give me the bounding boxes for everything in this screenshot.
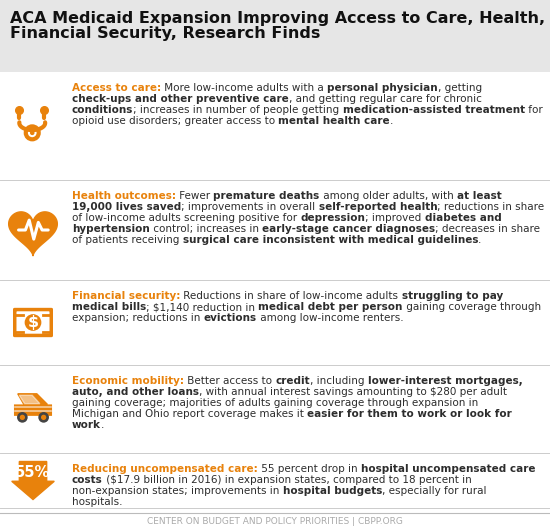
- Text: opioid use disorders; greater access to: opioid use disorders; greater access to: [72, 116, 278, 126]
- Text: , including: , including: [310, 376, 367, 386]
- Text: at least: at least: [456, 191, 502, 201]
- Text: for: for: [525, 105, 543, 115]
- Text: Reducing uncompensated care:: Reducing uncompensated care:: [72, 464, 258, 474]
- Circle shape: [30, 130, 35, 135]
- Text: of low-income adults screening positive for: of low-income adults screening positive …: [72, 213, 300, 223]
- Polygon shape: [19, 395, 40, 404]
- FancyBboxPatch shape: [15, 309, 51, 335]
- Text: evictions: evictions: [204, 313, 257, 323]
- Polygon shape: [9, 212, 57, 256]
- Text: , with annual interest savings amounting to $280 per adult: , with annual interest savings amounting…: [199, 387, 507, 397]
- Text: ; improved: ; improved: [365, 213, 425, 223]
- Text: Better access to: Better access to: [184, 376, 275, 386]
- Text: gaining coverage through: gaining coverage through: [403, 302, 541, 312]
- Text: 55 percent drop in: 55 percent drop in: [258, 464, 361, 474]
- Text: CENTER ON BUDGET AND POLICY PRIORITIES | CBPP.ORG: CENTER ON BUDGET AND POLICY PRIORITIES |…: [147, 516, 403, 525]
- Text: 55%: 55%: [15, 465, 51, 479]
- Text: .: .: [390, 116, 393, 126]
- Text: personal physician: personal physician: [327, 83, 438, 93]
- Text: self-reported health: self-reported health: [318, 202, 437, 212]
- Text: , especially for rural: , especially for rural: [382, 486, 487, 496]
- Text: Economic mobility:: Economic mobility:: [72, 376, 184, 386]
- Text: Financial security:: Financial security:: [72, 291, 180, 301]
- Text: hospital budgets: hospital budgets: [283, 486, 382, 496]
- Text: credit: credit: [275, 376, 310, 386]
- Text: costs: costs: [72, 475, 103, 485]
- Text: ($17.9 billion in 2016) in expansion states, compared to 18 percent in: ($17.9 billion in 2016) in expansion sta…: [103, 475, 471, 485]
- Text: ACA Medicaid Expansion Improving Access to Care, Health, and: ACA Medicaid Expansion Improving Access …: [10, 11, 550, 26]
- Text: diabetes and: diabetes and: [425, 213, 502, 223]
- Text: lower-interest mortgages,: lower-interest mortgages,: [367, 376, 522, 386]
- Text: easier for them to work or look for: easier for them to work or look for: [307, 409, 512, 419]
- Text: gaining coverage; majorities of adults gaining coverage through expansion in: gaining coverage; majorities of adults g…: [72, 398, 478, 408]
- Text: control; increases in: control; increases in: [150, 224, 262, 234]
- Text: work: work: [72, 420, 101, 430]
- Text: 19,000 lives saved: 19,000 lives saved: [72, 202, 182, 212]
- Text: expansion; reductions in: expansion; reductions in: [72, 313, 204, 323]
- Text: Health outcomes:: Health outcomes:: [72, 191, 176, 201]
- Text: auto, and other loans: auto, and other loans: [72, 387, 199, 397]
- Text: struggling to pay: struggling to pay: [402, 291, 503, 301]
- FancyBboxPatch shape: [14, 404, 52, 416]
- Text: .: .: [478, 235, 481, 245]
- Polygon shape: [18, 394, 47, 404]
- Text: ; decreases in share: ; decreases in share: [435, 224, 540, 234]
- Text: depression: depression: [300, 213, 365, 223]
- Text: among older adults, with: among older adults, with: [320, 191, 456, 201]
- Circle shape: [41, 414, 46, 420]
- Text: Michigan and Ohio report coverage makes it: Michigan and Ohio report coverage makes …: [72, 409, 307, 419]
- Text: hospitals.: hospitals.: [72, 497, 123, 507]
- Text: check-ups and other preventive care: check-ups and other preventive care: [72, 94, 289, 104]
- Text: mental health care: mental health care: [278, 116, 390, 126]
- Text: medical bills: medical bills: [72, 302, 146, 312]
- Text: Financial Security, Research Finds: Financial Security, Research Finds: [10, 26, 320, 41]
- Text: ; reductions in share: ; reductions in share: [437, 202, 544, 212]
- Circle shape: [20, 414, 25, 420]
- Text: $: $: [28, 315, 38, 330]
- Text: care for chronic: care for chronic: [400, 94, 482, 104]
- Text: non-expansion states; improvements in: non-expansion states; improvements in: [72, 486, 283, 496]
- Polygon shape: [12, 461, 54, 499]
- Text: , getting: , getting: [438, 83, 482, 93]
- Text: conditions: conditions: [72, 105, 133, 115]
- Text: Access to care:: Access to care:: [72, 83, 161, 93]
- Circle shape: [39, 412, 49, 423]
- Text: .: .: [101, 420, 104, 430]
- Text: of patients receiving: of patients receiving: [72, 235, 183, 245]
- Text: premature deaths: premature deaths: [213, 191, 320, 201]
- Bar: [0, 0, 550, 72]
- Text: Reductions in share of low-income adults: Reductions in share of low-income adults: [180, 291, 402, 301]
- Text: hypertension: hypertension: [72, 224, 150, 234]
- Text: ; increases in number of people getting: ; increases in number of people getting: [133, 105, 343, 115]
- Text: medical debt per person: medical debt per person: [258, 302, 403, 312]
- Text: surgical care inconsistent with medical guidelines: surgical care inconsistent with medical …: [183, 235, 478, 245]
- Text: ; $1,140 reduction in: ; $1,140 reduction in: [146, 302, 258, 312]
- Circle shape: [25, 314, 41, 331]
- Text: More low-income adults with a: More low-income adults with a: [161, 83, 327, 93]
- Text: Fewer: Fewer: [176, 191, 213, 201]
- Text: hospital uncompensated care: hospital uncompensated care: [361, 464, 535, 474]
- Circle shape: [17, 412, 28, 423]
- Text: early-stage cancer diagnoses: early-stage cancer diagnoses: [262, 224, 435, 234]
- Text: ; improvements in overall: ; improvements in overall: [182, 202, 318, 212]
- Text: , and getting regular: , and getting regular: [289, 94, 400, 104]
- Text: among low-income renters.: among low-income renters.: [257, 313, 403, 323]
- Text: medication-assisted treatment: medication-assisted treatment: [343, 105, 525, 115]
